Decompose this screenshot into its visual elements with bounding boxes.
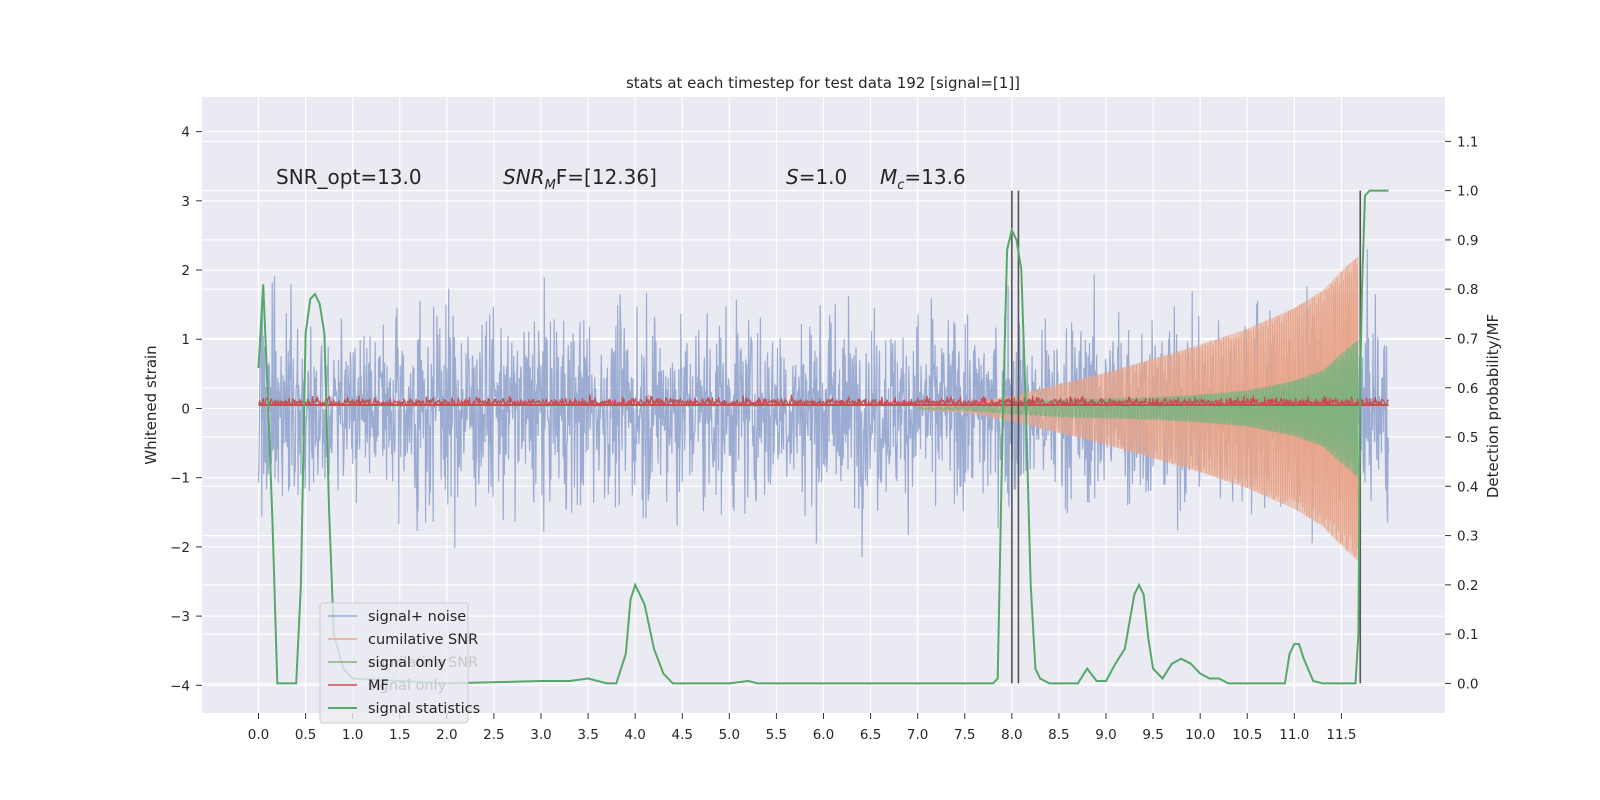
annotation-snr-mf-sub: M [545,178,556,193]
x-tick-label-3: 1.5 [389,727,410,743]
signal-statistics-line [257,189,1389,685]
x-tick-label-9: 4.5 [672,727,693,743]
y2-tick-label-6: 0.5 [1457,430,1478,446]
legend: cumilative SNR signal only signal+ noise… [319,602,480,724]
annotation-mc-main: M [880,165,897,189]
y2-axis-ticks: 1.1 1.0 0.9 0.8 0.7 0.6 0.5 0.4 0.3 0.2 0.1 0.0 [1445,134,1478,692]
x-tick-label-14: 7.0 [907,727,928,743]
x-tick-label-7: 3.5 [577,727,598,743]
legend-ghost-2: signal only [368,678,447,694]
x-tick-label-22: 11.0 [1279,727,1309,743]
y-tick-label-8: −4 [170,678,190,694]
chart-title: stats at each timestep for test data 192… [626,74,1020,92]
x-tick-label-4: 2.0 [436,727,457,743]
y2-tick-label-3: 0.8 [1457,282,1478,298]
x-tick-label-16: 8.0 [1001,727,1022,743]
legend-label-0: signal+ noise [368,609,466,625]
annotation-s-main: S [786,165,799,189]
x-tick-label-19: 9.5 [1142,727,1163,743]
x-tick-label-8: 4.0 [624,727,645,743]
x-tick-label-1: 0.5 [295,727,316,743]
x-tick-label-18: 9.0 [1095,727,1116,743]
y2-tick-label-11: 0.0 [1457,676,1478,692]
y2-tick-label-10: 0.1 [1457,627,1478,643]
y2-tick-label-7: 0.4 [1457,479,1478,495]
y-tick-label-0: 4 [181,125,190,141]
y-tick-label-6: −2 [170,540,190,556]
x-tick-label-17: 8.5 [1048,727,1069,743]
x-tick-label-21: 10.5 [1232,727,1262,743]
signal-only-series [917,339,1359,478]
legend-box [319,602,469,724]
annotation-snr-mf-main: SNR [503,165,545,189]
x-tick-label-5: 2.5 [483,727,504,743]
legend-ghost-1: cumilative SNR [368,655,478,671]
annotation-mc: Mc=13.6 [880,165,966,193]
legend-label-1: cumilative SNR [368,632,478,648]
annotation-snr-mf: SNRMF=[12.36] [503,165,657,193]
x-tick-label-2: 1.0 [342,727,363,743]
legend-label-4: signal statistics [368,701,480,717]
y2-axis-label: Detection probability/MF [1484,314,1502,498]
y-tick-label-2: 2 [181,263,190,279]
y-tick-label-3: 1 [181,332,190,348]
x-axis-ticks: 0.0 0.5 1.0 1.5 2.0 2.5 3.0 3.5 4.0 4.5 5.0 5.5 6.0 6… [248,713,1356,743]
annotation-s-rest: =1.0 [799,165,848,189]
x-tick-label-15: 7.5 [954,727,975,743]
y-axis-ticks: 4 3 2 1 0 −1 −2 −3 −4 [170,125,202,694]
signal-statistics-series [257,189,1389,685]
y2-tick-label-5: 0.6 [1457,381,1478,397]
signal-only-envelope [917,339,1359,478]
x-tick-label-11: 5.5 [766,727,787,743]
y-tick-label-5: −1 [170,471,190,487]
x-tick-label-0: 0.0 [248,727,269,743]
x-tick-label-13: 6.5 [860,727,881,743]
y2-tick-label-0: 1.1 [1457,134,1478,150]
x-tick-label-10: 5.0 [719,727,740,743]
y-tick-label-7: −3 [170,609,190,625]
x-tick-label-23: 11.5 [1326,727,1356,743]
x-tick-label-20: 10.0 [1185,727,1215,743]
annotations: SNR_opt=13.0 SNRMF=[12.36] S=1.0 Mc=13.6 [276,165,966,193]
annotation-mc-sub: c [897,178,904,193]
annotation-snr-mf-rest: F=[12.36] [556,165,657,189]
legend-label-3: MF [368,678,389,694]
mf-line [257,394,1389,408]
y2-tick-label-8: 0.3 [1457,529,1478,545]
annotation-mc-rest: =13.6 [904,165,965,189]
y2-tick-label-2: 0.9 [1457,233,1478,249]
x-tick-label-12: 6.0 [813,727,834,743]
y2-tick-label-1: 1.0 [1457,184,1478,200]
y-axis-label: Whitened strain [142,345,160,464]
y2-tick-label-9: 0.2 [1457,578,1478,594]
annotation-snr-opt: SNR_opt=13.0 [276,165,422,189]
x-tick-label-6: 3.0 [530,727,551,743]
y-tick-label-1: 3 [181,194,190,210]
legend-label-2: signal only [368,655,447,671]
annotation-s: S=1.0 [786,165,847,189]
y-tick-label-4: 0 [181,401,190,417]
mf-series [257,394,1389,408]
y2-tick-label-4: 0.7 [1457,331,1478,347]
